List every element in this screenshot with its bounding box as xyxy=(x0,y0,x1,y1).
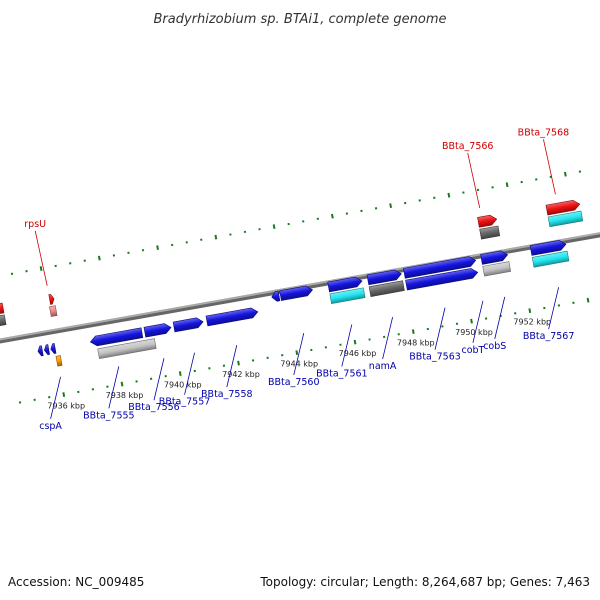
gene-label[interactable]: BBta_7558 xyxy=(201,389,253,400)
gene-feature[interactable] xyxy=(368,280,405,297)
gene-label[interactable]: BBta_7568 xyxy=(518,127,570,138)
major-tick xyxy=(470,318,473,324)
gene-label[interactable]: BBta_7566 xyxy=(442,141,494,152)
accession-text: Accession: NC_009485 xyxy=(8,575,144,589)
label-layer: rpsUBBta_7566BBta_7568cspABBta_7555BBta_… xyxy=(24,127,574,432)
tick-label: 7948 kbp xyxy=(397,338,435,347)
tick-layer: 7936 kbp 7938 kbp 7940 kbp 7942 kbp 7944 kbp… xyxy=(10,170,590,410)
tick-label: 7942 kbp xyxy=(222,370,260,379)
major-tick xyxy=(505,182,509,188)
gene-feature[interactable] xyxy=(143,323,172,338)
gene-label[interactable]: BBta_7563 xyxy=(409,352,461,363)
gene-feature[interactable] xyxy=(37,345,44,357)
major-tick xyxy=(237,360,240,366)
gene-label[interactable]: BBta_7556 xyxy=(128,402,180,413)
major-tick xyxy=(586,297,590,303)
gene-label[interactable]: BBta_7557 xyxy=(159,397,211,408)
major-tick xyxy=(214,234,218,240)
label-leader-line xyxy=(467,152,481,208)
feature-layer xyxy=(0,199,584,367)
gene-feature[interactable] xyxy=(48,293,55,305)
gene-feature[interactable] xyxy=(55,355,63,367)
gene-label[interactable]: cobS xyxy=(483,341,506,352)
genome-summary-text: Topology: circular; Length: 8,264,687 bp… xyxy=(259,575,590,589)
major-tick xyxy=(178,371,182,376)
label-leader-line xyxy=(494,296,506,339)
label-leader-line xyxy=(153,358,165,401)
gene-feature[interactable] xyxy=(529,239,567,256)
gene-feature[interactable] xyxy=(89,327,144,347)
tick-label: 7950 kbp xyxy=(455,328,493,337)
gene-label[interactable]: rpsU xyxy=(24,219,46,230)
major-tick xyxy=(563,171,567,177)
gene-feature[interactable] xyxy=(205,307,259,327)
tick-label: 7936 kbp xyxy=(47,401,85,410)
map-title: Bradyrhizobium sp. BTAi1, complete genom… xyxy=(153,12,446,27)
gene-feature[interactable] xyxy=(329,287,366,305)
gene-feature[interactable] xyxy=(172,317,204,333)
major-tick xyxy=(353,339,357,345)
label-leader-line xyxy=(543,139,556,195)
gene-label[interactable]: BBta_7561 xyxy=(316,368,368,379)
gene-feature[interactable] xyxy=(43,344,50,356)
gene-label[interactable]: BBta_7567 xyxy=(523,331,575,342)
major-tick xyxy=(330,213,334,219)
label-leader-line xyxy=(108,366,120,409)
major-tick xyxy=(447,192,451,198)
gene-feature[interactable] xyxy=(279,285,314,301)
major-tick xyxy=(39,266,43,271)
gene-feature[interactable] xyxy=(271,290,281,302)
major-tick xyxy=(97,255,101,261)
gene-label[interactable]: cobT xyxy=(461,345,484,356)
label-leader-line xyxy=(50,376,61,419)
gene-feature[interactable] xyxy=(50,343,57,354)
gene-feature[interactable] xyxy=(482,261,512,277)
gene-label[interactable]: cspA xyxy=(39,421,62,432)
major-tick xyxy=(528,308,532,314)
gene-feature[interactable] xyxy=(97,338,157,360)
gene-feature[interactable] xyxy=(531,250,570,268)
major-tick xyxy=(62,392,66,397)
gene-label[interactable]: BBta_7555 xyxy=(83,410,135,421)
gene-feature[interactable] xyxy=(49,305,58,317)
major-tick xyxy=(156,245,159,250)
major-tick xyxy=(272,224,276,230)
label-leader-line xyxy=(472,300,484,343)
gene-feature[interactable] xyxy=(547,210,584,228)
label-leader-line xyxy=(548,287,560,330)
tick-label: 7944 kbp xyxy=(280,359,318,368)
gene-feature[interactable] xyxy=(479,225,501,240)
major-tick xyxy=(389,203,392,209)
gene-feature[interactable] xyxy=(403,256,477,279)
label-leader-line xyxy=(226,345,238,388)
gene-label[interactable]: BBta_7560 xyxy=(268,377,320,388)
gene-feature[interactable] xyxy=(480,250,509,265)
major-tick xyxy=(411,329,415,335)
gene-feature[interactable] xyxy=(0,314,7,328)
major-tick xyxy=(295,350,299,356)
tick-label: 7946 kbp xyxy=(339,349,377,358)
label-leader-line xyxy=(341,324,353,367)
gene-feature[interactable] xyxy=(366,269,402,286)
label-leader-line xyxy=(184,352,195,395)
label-leader-line xyxy=(434,307,446,350)
gene-feature[interactable] xyxy=(477,214,498,228)
gene-label[interactable]: namA xyxy=(369,361,397,372)
label-leader-line xyxy=(34,230,48,286)
major-tick xyxy=(120,381,124,387)
gene-feature[interactable] xyxy=(405,267,479,291)
gene-feature[interactable] xyxy=(327,276,363,293)
label-leader-line xyxy=(382,316,394,360)
gene-feature[interactable] xyxy=(545,199,581,216)
tick-label: 7938 kbp xyxy=(106,391,144,400)
tick-label: 7952 kbp xyxy=(513,317,551,326)
gene-feature[interactable] xyxy=(0,302,5,316)
tick-label: 7940 kbp xyxy=(164,380,202,389)
label-leader-line xyxy=(293,332,305,376)
